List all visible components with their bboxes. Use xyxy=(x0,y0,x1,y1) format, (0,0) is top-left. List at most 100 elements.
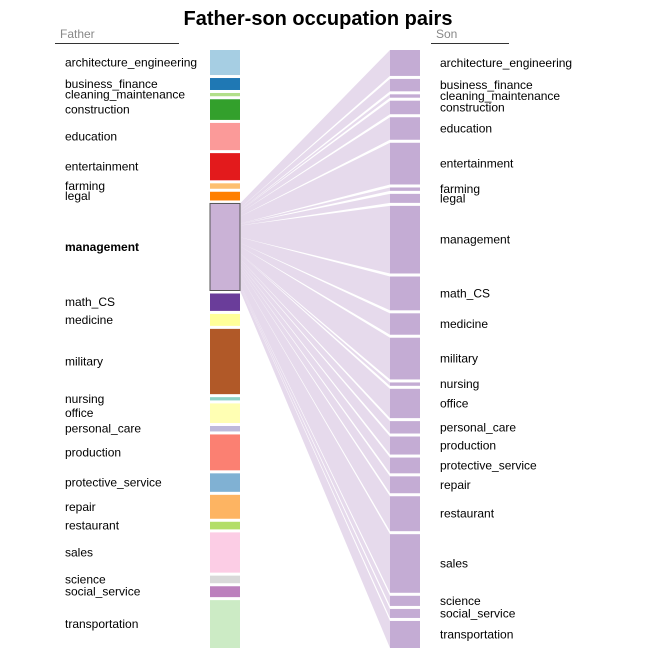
son-bar-transportation[interactable] xyxy=(390,620,420,648)
son-label-management: management xyxy=(440,233,511,247)
son-label-personal_care: personal_care xyxy=(440,420,516,434)
son-label-production: production xyxy=(440,439,496,453)
son-bar-repair[interactable] xyxy=(390,476,420,494)
son-label-science: science xyxy=(440,594,481,608)
father-bar-construction[interactable] xyxy=(210,99,240,120)
flow-management-to-protective_service xyxy=(240,263,390,474)
flow-layer xyxy=(240,50,390,648)
flow-management-to-education xyxy=(240,117,390,217)
son-label-transportation: transportation xyxy=(440,627,513,641)
flow-management-to-business_finance xyxy=(240,78,390,211)
father-bar-entertainment[interactable] xyxy=(210,153,240,181)
father-bar-transportation[interactable] xyxy=(210,600,240,648)
son-label-military: military xyxy=(440,352,478,366)
father-label-transportation: transportation xyxy=(65,617,138,631)
father-label-architecture_engineering: architecture_engineering xyxy=(65,56,197,70)
son-bar-nursing[interactable] xyxy=(390,382,420,386)
son-axis-rule xyxy=(431,43,509,44)
father-bar-sales[interactable] xyxy=(210,532,240,573)
son-bar-social_service[interactable] xyxy=(390,608,420,618)
son-bar-business_finance[interactable] xyxy=(390,78,420,92)
son-label-sales: sales xyxy=(440,556,468,570)
son-bar-cleaning_maintenance[interactable] xyxy=(390,94,420,98)
flow-management-to-science xyxy=(240,283,390,606)
flow-management-to-medicine xyxy=(240,242,390,335)
father-label-personal_care: personal_care xyxy=(65,422,141,436)
flow-management-to-entertainment xyxy=(240,142,390,224)
father-axis-title: Father xyxy=(60,27,95,41)
flow-management-to-construction xyxy=(240,100,390,214)
flow-management-to-nursing xyxy=(240,253,390,386)
father-bar-architecture_engineering[interactable] xyxy=(210,50,240,76)
flow-management-to-restaurant xyxy=(240,269,390,532)
father-label-entertainment: entertainment xyxy=(65,160,139,174)
father-label-nursing: nursing xyxy=(65,392,104,406)
son-bar-farming[interactable] xyxy=(390,187,420,191)
son-axis-title: Son xyxy=(436,27,458,41)
father-bar-nursing[interactable] xyxy=(210,397,240,401)
son-label-legal: legal xyxy=(440,191,465,205)
father-label-education: education xyxy=(65,130,117,144)
father-label-repair: repair xyxy=(65,500,96,514)
son-label-cleaning_maintenance: cleaning_maintenance xyxy=(440,89,560,103)
chart-title: Father-son occupation pairs xyxy=(183,8,453,30)
father-bar-restaurant[interactable] xyxy=(210,521,240,530)
father-bar-farming[interactable] xyxy=(210,183,240,189)
father-bar-management[interactable] xyxy=(209,202,241,291)
son-bar-military[interactable] xyxy=(390,337,420,380)
father-bar-business_finance[interactable] xyxy=(210,78,240,90)
father-label-restaurant: restaurant xyxy=(65,519,120,533)
flow-management-to-farming xyxy=(240,187,390,225)
son-bar-management[interactable] xyxy=(390,205,420,274)
father-bar-production[interactable] xyxy=(210,434,240,471)
son-label-protective_service: protective_service xyxy=(440,458,537,472)
father-bar-protective_service[interactable] xyxy=(210,473,240,492)
son-label-architecture_engineering: architecture_engineering xyxy=(440,56,572,70)
flow-management-to-office xyxy=(240,253,390,419)
father-bar-social_service[interactable] xyxy=(210,586,240,598)
father-label-medicine: medicine xyxy=(65,313,113,327)
son-label-education: education xyxy=(440,122,492,136)
father-label-business_finance: business_finance xyxy=(65,77,158,91)
father-bar-personal_care[interactable] xyxy=(210,425,240,432)
father-bar-repair[interactable] xyxy=(210,494,240,519)
father-bar-military[interactable] xyxy=(210,328,240,395)
flow-management-to-architecture_engineering xyxy=(240,50,390,209)
son-bar-construction[interactable] xyxy=(390,100,420,115)
son-bar-medicine[interactable] xyxy=(390,313,420,335)
son-bar-personal_care[interactable] xyxy=(390,421,420,434)
son-axis-bars xyxy=(390,50,420,648)
son-bar-restaurant[interactable] xyxy=(390,496,420,532)
father-bar-math_CS[interactable] xyxy=(210,293,240,311)
father-bar-education[interactable] xyxy=(210,122,240,151)
son-bar-education[interactable] xyxy=(390,117,420,140)
father-bar-science[interactable] xyxy=(210,575,240,584)
flow-management-to-cleaning_maintenance xyxy=(240,94,390,212)
father-bar-cleaning_maintenance[interactable] xyxy=(210,92,240,97)
son-label-social_service: social_service xyxy=(440,606,516,620)
flow-management-to-repair xyxy=(240,266,390,494)
father-label-cleaning_maintenance: cleaning_maintenance xyxy=(65,88,185,102)
flow-management-to-transportation xyxy=(240,286,390,648)
flow-management-to-social_service xyxy=(240,284,390,618)
son-bar-legal[interactable] xyxy=(390,193,420,203)
son-bar-sales[interactable] xyxy=(390,534,420,593)
father-bar-medicine[interactable] xyxy=(210,313,240,326)
son-bar-math_CS[interactable] xyxy=(390,276,420,311)
son-bar-science[interactable] xyxy=(390,595,420,606)
father-label-farming: farming xyxy=(65,179,105,193)
son-bar-office[interactable] xyxy=(390,388,420,419)
flow-management-to-management xyxy=(240,205,390,274)
flow-management-to-legal xyxy=(240,193,390,226)
father-label-office: office xyxy=(65,406,94,420)
father-axis-rule xyxy=(55,43,179,44)
father-label-sales: sales xyxy=(65,546,93,560)
son-bar-protective_service[interactable] xyxy=(390,457,420,474)
father-bar-office[interactable] xyxy=(210,403,240,423)
father-label-management: management xyxy=(65,240,139,254)
son-bar-architecture_engineering[interactable] xyxy=(390,50,420,76)
son-bar-production[interactable] xyxy=(390,436,420,455)
father-bar-legal[interactable] xyxy=(210,191,240,201)
son-bar-entertainment[interactable] xyxy=(390,142,420,185)
